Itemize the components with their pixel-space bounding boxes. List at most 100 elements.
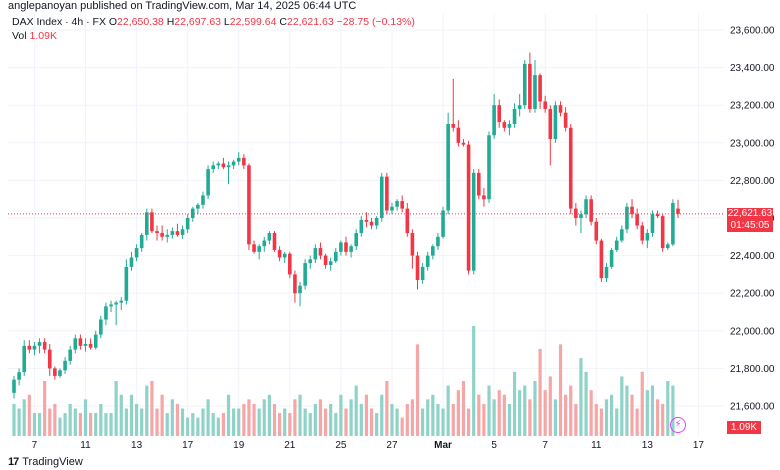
volume-bar	[492, 399, 496, 436]
candle	[99, 315, 103, 339]
publisher-line: anglepanoyan published on TradingView.co…	[8, 0, 357, 12]
candle	[589, 195, 593, 226]
candle	[379, 172, 384, 222]
candle	[497, 99, 502, 128]
candle	[328, 257, 333, 271]
candle	[446, 112, 450, 215]
volume-bar	[180, 408, 185, 436]
candle	[431, 244, 435, 260]
candle-body	[27, 345, 32, 350]
volume-bar	[303, 408, 307, 436]
candle-body	[303, 263, 307, 286]
volume-tag: 1.09K	[727, 421, 761, 434]
candle	[655, 210, 660, 218]
candle-body	[451, 124, 456, 128]
candle-body	[676, 208, 680, 214]
candle	[568, 124, 573, 215]
candle-body	[589, 199, 593, 222]
candle-body	[594, 221, 599, 241]
candle	[288, 251, 292, 279]
volume-bar	[48, 408, 52, 436]
candle-body	[53, 368, 57, 376]
volume-bar	[150, 381, 154, 436]
candle	[579, 210, 583, 234]
volume-bar	[226, 394, 231, 436]
volume-bar	[22, 399, 26, 436]
candle	[262, 236, 267, 252]
candle	[109, 300, 113, 312]
volume-bar	[104, 413, 108, 436]
volume-bar	[252, 403, 256, 436]
candle-body	[206, 169, 210, 196]
candle-body	[252, 244, 256, 252]
volume-bar	[635, 408, 639, 436]
y-tick-label: 22,200.00	[730, 289, 775, 300]
candle-body	[497, 105, 502, 123]
candle	[676, 199, 680, 218]
volume-bar	[661, 403, 665, 436]
x-tick-label: 13	[131, 440, 143, 451]
volume-bar	[186, 417, 190, 436]
candle-body	[410, 233, 415, 256]
candle-body	[134, 248, 139, 258]
candle-body	[257, 246, 261, 252]
volume-bar	[359, 403, 363, 436]
candle	[553, 101, 558, 143]
volume-bar	[594, 403, 598, 436]
candle-body	[272, 233, 277, 250]
candle	[145, 208, 149, 241]
candle-body	[579, 214, 583, 218]
candle-body	[124, 266, 129, 301]
high-label: H	[166, 16, 175, 28]
volume-bar	[564, 394, 568, 436]
candle	[190, 206, 195, 222]
volume-bar	[73, 408, 77, 436]
volume-bar	[645, 390, 649, 436]
candle	[640, 221, 645, 245]
candle	[196, 202, 200, 215]
candle	[400, 195, 404, 213]
volume-bar	[385, 381, 389, 436]
candle	[471, 169, 476, 275]
candle-body	[328, 261, 333, 265]
candle	[625, 202, 629, 234]
candle	[216, 161, 221, 170]
flash-icon[interactable]: ⚡	[670, 417, 686, 433]
last-price-tag: 22,621.63 01:45:05	[727, 207, 773, 232]
candle	[53, 366, 57, 380]
candle-body	[93, 334, 98, 348]
volume-bar	[114, 381, 118, 436]
candle-body	[436, 236, 440, 247]
volume-bar	[569, 385, 573, 436]
candle-body	[655, 214, 660, 217]
candle	[206, 165, 210, 200]
candle-body	[482, 195, 486, 200]
candle-body	[415, 255, 420, 281]
volume-bar	[308, 413, 312, 436]
candle-body	[175, 231, 180, 235]
time-axis[interactable]: 7 11 13 17 19 21 25 27 Mar 5 7 11 13 17	[32, 440, 705, 451]
volume-bar	[68, 403, 72, 436]
volume-bar	[78, 413, 82, 436]
tradingview-logo[interactable]: 17 TradingView	[8, 456, 83, 468]
candle	[410, 229, 415, 269]
candle	[650, 210, 655, 237]
candle	[323, 253, 328, 269]
candle-body	[538, 75, 542, 102]
candle-body	[364, 219, 369, 222]
candle	[512, 103, 517, 128]
volume-bar	[421, 408, 425, 436]
y-tick-label: 21,600.00	[730, 402, 775, 413]
volume-bar	[650, 385, 655, 436]
volume-bar	[482, 403, 486, 436]
candle-body	[507, 124, 512, 128]
volume-bar	[334, 413, 338, 436]
candle-body	[267, 233, 272, 241]
volume-bar	[232, 408, 236, 436]
volume-bar	[257, 408, 261, 436]
candle-body	[145, 212, 149, 235]
candle	[665, 242, 670, 250]
close-label: C	[279, 16, 287, 28]
volume-bar	[32, 413, 37, 436]
